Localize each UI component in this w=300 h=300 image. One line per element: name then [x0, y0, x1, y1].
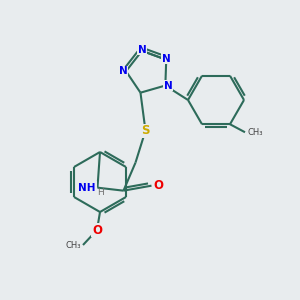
Text: N: N — [138, 45, 146, 55]
Text: S: S — [141, 124, 150, 137]
Text: O: O — [154, 179, 164, 192]
Text: O: O — [92, 224, 102, 236]
Text: N: N — [118, 66, 127, 76]
Text: CH₃: CH₃ — [65, 241, 81, 250]
Text: CH₃: CH₃ — [247, 128, 262, 137]
Text: H: H — [89, 182, 97, 192]
Text: NH: NH — [78, 183, 95, 193]
Text: N: N — [87, 182, 97, 192]
Text: N: N — [162, 54, 171, 64]
Text: N: N — [164, 80, 173, 91]
Text: H: H — [97, 188, 104, 197]
